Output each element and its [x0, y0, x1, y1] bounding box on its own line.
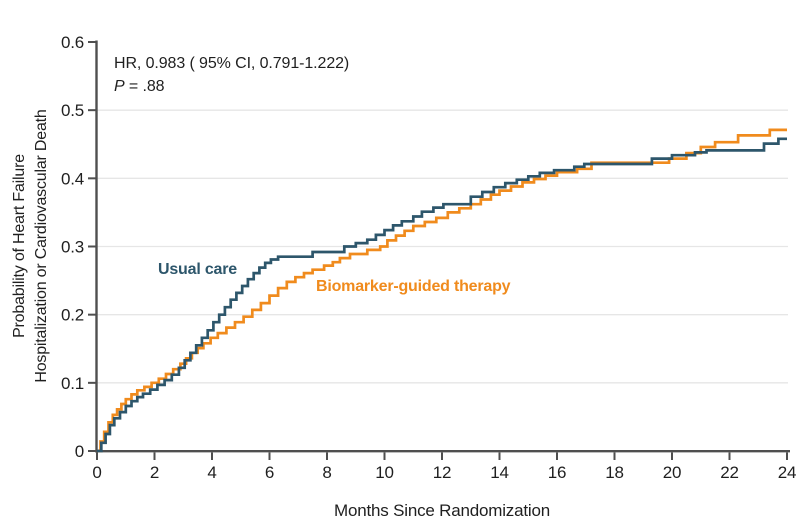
- x-tick-label-0: 0: [92, 463, 101, 482]
- x-tick-label-22: 22: [720, 463, 739, 482]
- y-tick-label-0.3: 0.3: [61, 238, 84, 257]
- usual-care-label: Usual care: [158, 261, 237, 278]
- y-tick-label-0.4: 0.4: [61, 169, 84, 188]
- y-axis-title-line1: Probability of Heart Failure: [11, 154, 28, 338]
- hr-annotation: HR, 0.983 ( 95% CI, 0.791-1.222) P = .88: [114, 52, 349, 98]
- y-tick-label-0.5: 0.5: [61, 101, 84, 120]
- x-tick-label-12: 12: [433, 463, 452, 482]
- y-axis-title: Probability of Heart Failure Hospitaliza…: [9, 36, 53, 456]
- x-tick-label-24: 24: [778, 463, 797, 482]
- y-tick-label-0: 0: [75, 442, 84, 461]
- x-tick-label-8: 8: [322, 463, 331, 482]
- biomarker-therapy-curve: [97, 128, 787, 453]
- p-label: P: [114, 78, 125, 95]
- hr-annotation-line2: P = .88: [114, 75, 349, 98]
- x-tick-label-18: 18: [605, 463, 624, 482]
- x-tick-label-6: 6: [265, 463, 274, 482]
- x-tick-label-10: 10: [375, 463, 394, 482]
- y-axis-title-line2: Hospitalization or Cardiovascular Death: [33, 109, 50, 383]
- usual-care-curve: [97, 137, 787, 453]
- p-value: = .88: [124, 78, 165, 95]
- biomarker-therapy-label: Biomarker-guided therapy: [316, 278, 511, 295]
- x-tick-label-4: 4: [207, 463, 216, 482]
- x-tick-label-14: 14: [490, 463, 509, 482]
- hr-annotation-line1: HR, 0.983 ( 95% CI, 0.791-1.222): [114, 55, 350, 72]
- x-tick-label-20: 20: [663, 463, 682, 482]
- x-axis-title: Months Since Randomization: [334, 501, 550, 520]
- y-tick-label-0.6: 0.6: [61, 33, 84, 52]
- x-tick-label-2: 2: [150, 463, 159, 482]
- y-tick-label-0.2: 0.2: [61, 306, 84, 325]
- x-tick-label-16: 16: [548, 463, 567, 482]
- y-tick-label-0.1: 0.1: [61, 374, 84, 393]
